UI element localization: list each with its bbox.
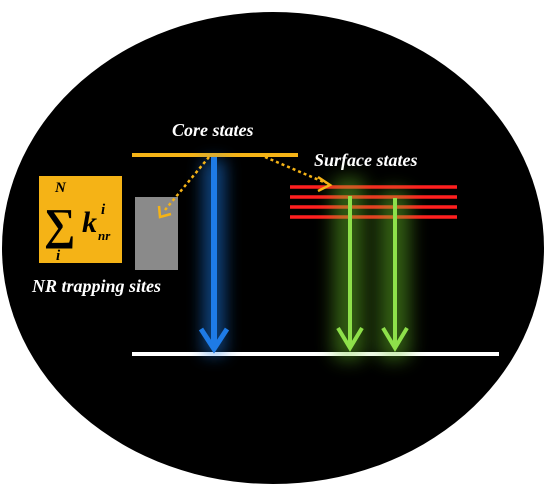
nr-trapping-sites-label: NR trapping sites <box>31 276 161 296</box>
surface-states-label: Surface states <box>314 150 418 170</box>
core-states-label: Core states <box>172 120 254 140</box>
nr-trap-box <box>135 197 178 270</box>
surface-state-levels <box>290 184 457 220</box>
formula-variable-k: k <box>82 206 97 239</box>
trap-arrow-to-nr-sites <box>157 156 210 219</box>
formula-upper-limit: N <box>54 180 67 196</box>
formula-subscript: nr <box>98 228 111 243</box>
background-ellipse <box>2 12 544 484</box>
formula-lower-limit: i <box>56 248 61 264</box>
nr-rate-sum-formula: ∑ N i k i nr <box>39 176 122 264</box>
surface-emission-arrow-2 <box>378 190 410 360</box>
formula-box <box>39 176 122 263</box>
formula-sum-symbol: ∑ <box>44 200 75 249</box>
formula-superscript: i <box>101 202 106 218</box>
core-emission-arrow <box>198 157 230 355</box>
surface-emission-arrow-1 <box>333 178 365 360</box>
trap-arrow-to-surface-states <box>264 155 333 193</box>
